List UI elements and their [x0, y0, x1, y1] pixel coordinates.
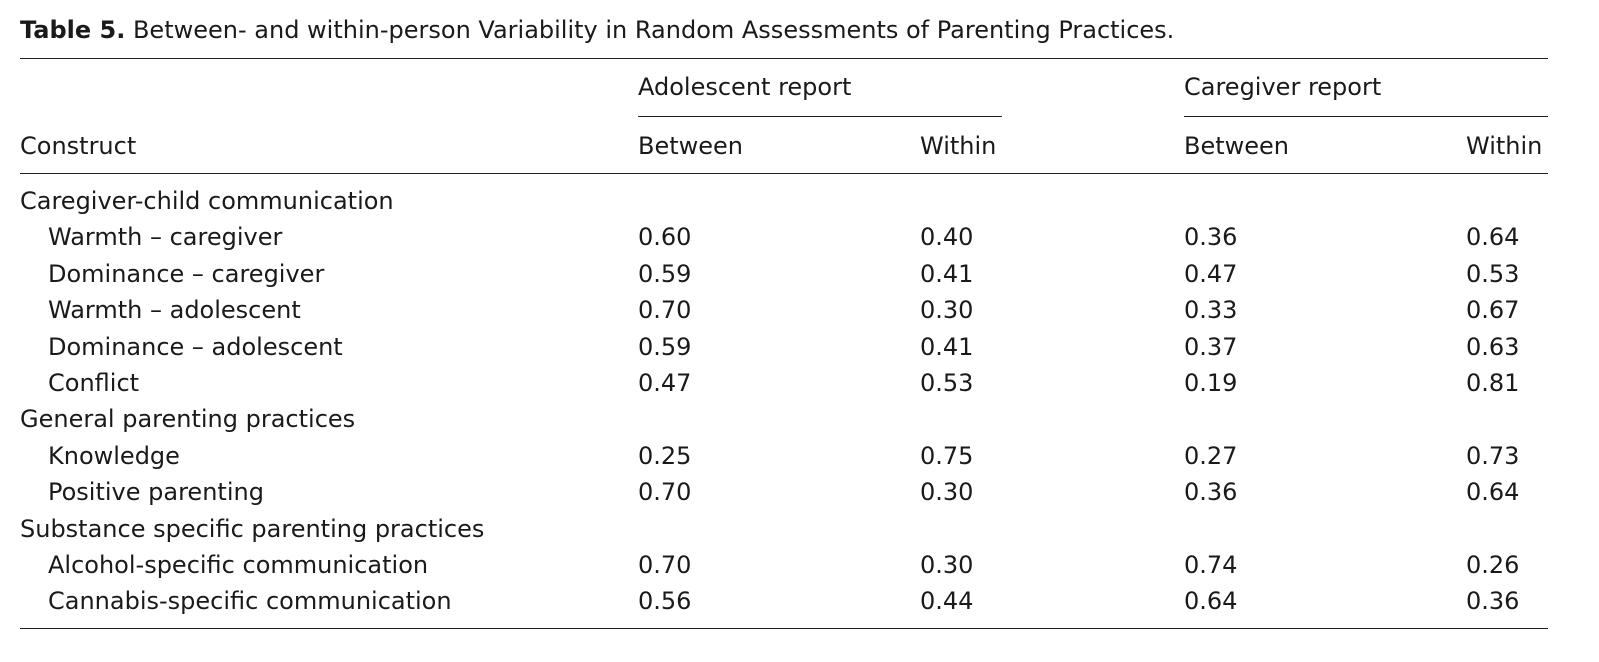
group-header-caregiver: Caregiver report: [1184, 73, 1382, 101]
row-label: Cannabis-specific communication: [48, 587, 452, 616]
header-rule: [20, 173, 1548, 174]
table-cell: 0.44: [920, 587, 974, 616]
table-cell: 0.36: [1184, 223, 1238, 252]
table-cell: 0.81: [1466, 369, 1520, 397]
group-rule-caregiver: [1184, 116, 1548, 117]
table-cell: 0.36: [1466, 587, 1520, 616]
row-label: Dominance – adolescent: [48, 332, 343, 361]
table-cell: 0.70: [638, 478, 692, 507]
section-header: General parenting practices: [20, 405, 356, 434]
section-header: Caregiver-child communication: [20, 187, 394, 215]
row-label: Positive parenting: [48, 478, 264, 507]
bottom-rule: [20, 628, 1548, 629]
table-cell: 0.36: [1184, 478, 1238, 507]
table-cell: 0.30: [920, 551, 974, 579]
table-cell: 0.26: [1466, 551, 1520, 579]
table-cell: 0.73: [1466, 441, 1520, 470]
column-header-caregiver-between: Between: [1184, 132, 1290, 160]
table-caption-label: Table 5.: [20, 16, 126, 44]
table-cell: 0.27: [1184, 441, 1238, 470]
table-cell: 0.67: [1466, 296, 1520, 325]
table-cell: 0.75: [920, 441, 974, 470]
table-cell: 0.37: [1184, 332, 1238, 361]
table-cell: 0.47: [638, 369, 692, 397]
row-label: Warmth – caregiver: [48, 223, 283, 252]
table-cell: 0.53: [1466, 259, 1520, 288]
table-caption-text: Between- and within-person Variability i…: [132, 16, 1175, 44]
table-cell: 0.30: [920, 478, 974, 507]
top-rule: [20, 58, 1548, 59]
table-cell: 0.25: [638, 441, 692, 470]
row-label: Knowledge: [48, 441, 180, 470]
table-cell: 0.19: [1184, 369, 1238, 397]
table-cell: 0.47: [1184, 259, 1238, 288]
column-header-adolescent-between: Between: [638, 132, 744, 160]
table-cell: 0.64: [1466, 223, 1520, 252]
table-cell: 0.33: [1184, 296, 1238, 325]
section-header: Substance specific parenting practices: [20, 514, 485, 543]
table-cell: 0.30: [920, 296, 974, 325]
table-cell: 0.56: [638, 587, 692, 616]
row-label: Conflict: [48, 369, 140, 397]
column-header-construct: Construct: [20, 132, 137, 160]
table-cell: 0.53: [920, 369, 974, 397]
group-header-adolescent: Adolescent report: [638, 73, 852, 101]
table-caption: Table 5. Between- and within-person Vari…: [20, 14, 1174, 46]
table-cell: 0.41: [920, 332, 974, 361]
table-cell: 0.64: [1466, 478, 1520, 507]
column-header-adolescent-within: Within: [920, 132, 997, 160]
column-header-caregiver-within: Within: [1466, 132, 1543, 160]
table-cell: 0.74: [1184, 551, 1238, 579]
table-cell: 0.59: [638, 259, 692, 288]
table-cell: 0.63: [1466, 332, 1520, 361]
table-cell: 0.59: [638, 332, 692, 361]
table-cell: 0.70: [638, 551, 692, 579]
table-cell: 0.70: [638, 296, 692, 325]
table-cell: 0.40: [920, 223, 974, 252]
row-label: Dominance – caregiver: [48, 259, 325, 288]
table-cell: 0.41: [920, 259, 974, 288]
table-cell: 0.64: [1184, 587, 1238, 616]
row-label: Warmth – adolescent: [48, 296, 301, 325]
table-cell: 0.60: [638, 223, 692, 252]
row-label: Alcohol-specific communication: [48, 551, 429, 579]
group-rule-adolescent: [638, 116, 1002, 117]
